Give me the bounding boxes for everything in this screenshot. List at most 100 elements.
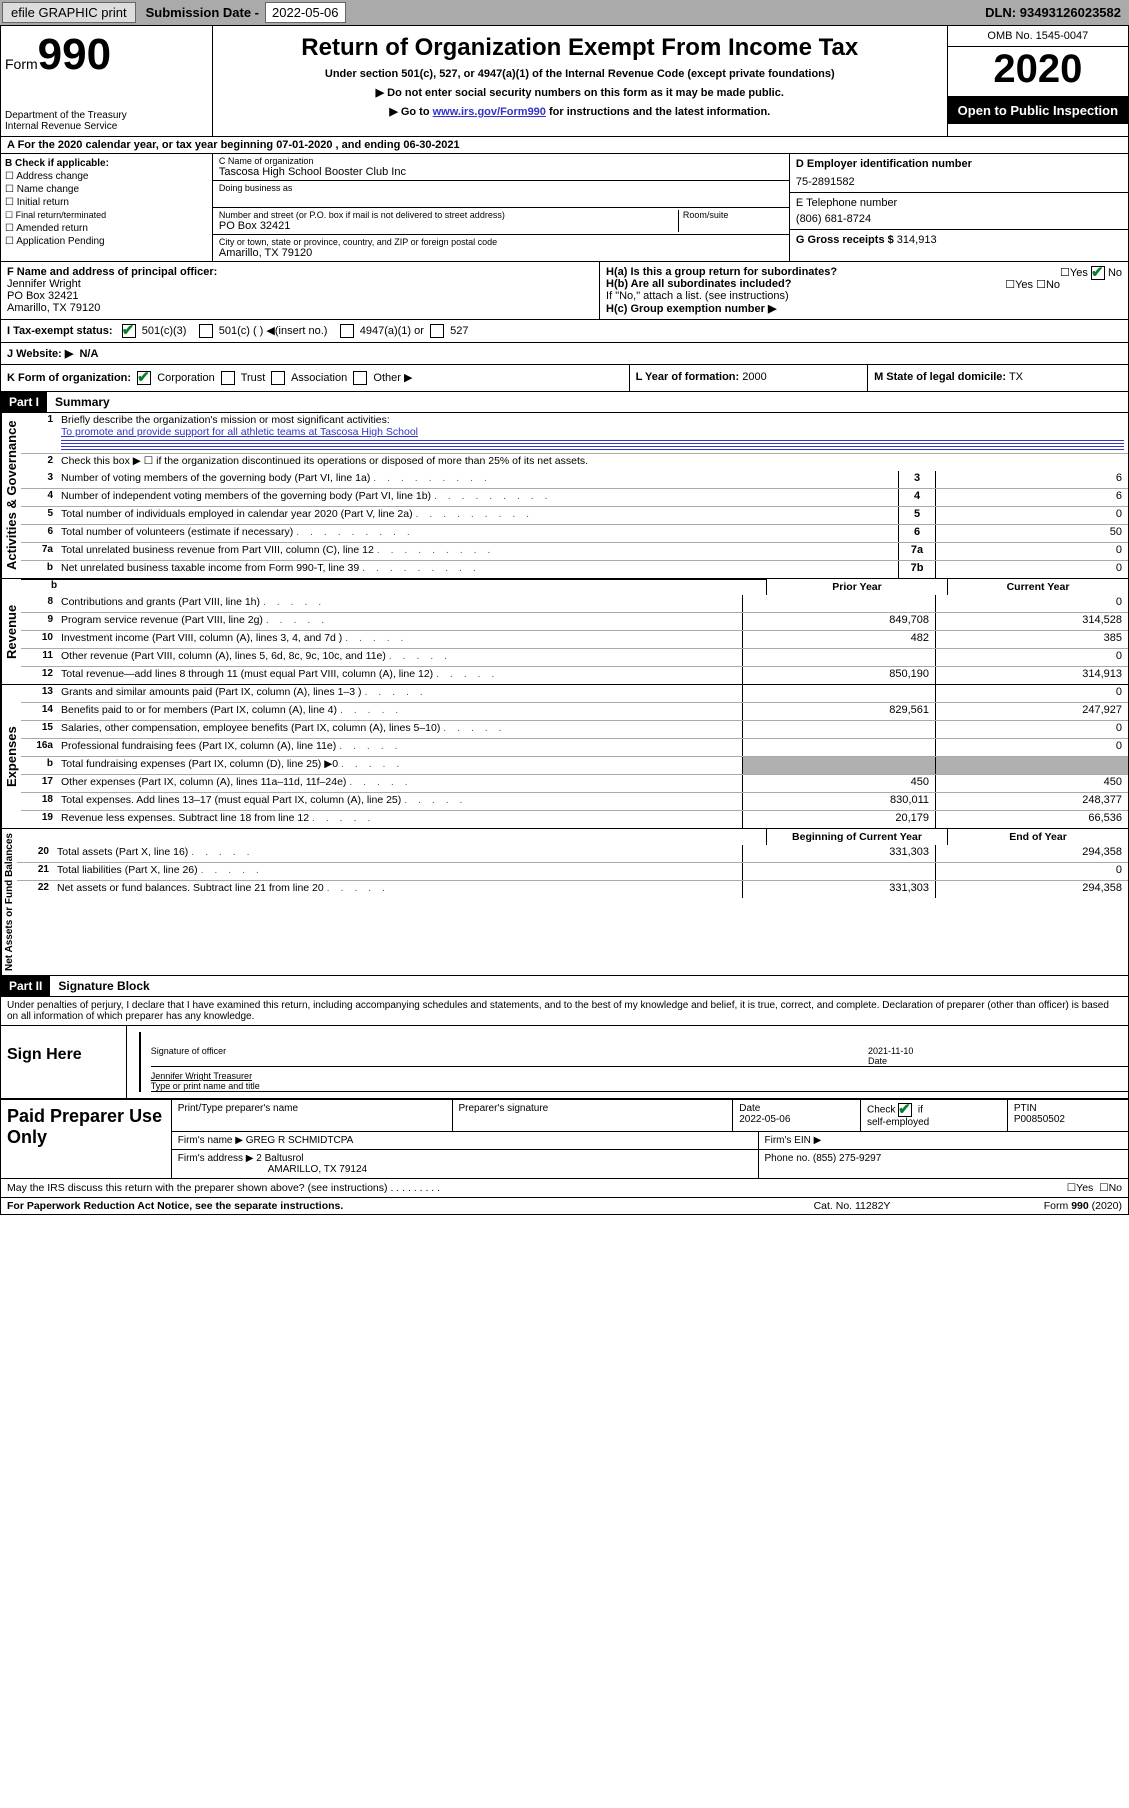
dba-cell: Doing business as (213, 181, 789, 208)
row-tax-status: I Tax-exempt status: 501(c)(3) 501(c) ( … (1, 320, 1128, 343)
ck-assoc[interactable] (271, 371, 285, 385)
ck-app-pending[interactable]: ☐ Application Pending (5, 236, 208, 247)
website-value: N/A (79, 348, 98, 360)
line-22: 22 Net assets or fund balances. Subtract… (17, 880, 1128, 898)
ck-address-change[interactable]: ☐ Address change (5, 171, 208, 182)
ck-527[interactable] (430, 324, 444, 338)
line-18: 18 Total expenses. Add lines 13–17 (must… (21, 792, 1128, 810)
paid-preparer-block: Paid Preparer Use Only Print/Type prepar… (1, 1099, 1128, 1179)
form-container: Form990 Department of the Treasury Inter… (0, 25, 1129, 1215)
col-begin-year: Beginning of Current Year (766, 829, 947, 845)
year-formation: L Year of formation: 2000 (630, 365, 868, 391)
prep-date: Date2022-05-06 (733, 1100, 861, 1131)
efile-btn[interactable]: efile GRAPHIC print (2, 2, 136, 23)
line-19: 19 Revenue less expenses. Subtract line … (21, 810, 1128, 828)
hb-row: H(b) Are all subordinates included? ☐Yes… (606, 278, 1122, 290)
paid-preparer-label: Paid Preparer Use Only (1, 1100, 172, 1178)
org-name: Tascosa High School Booster Club Inc (219, 166, 783, 178)
ck-name-change[interactable]: ☐ Name change (5, 184, 208, 195)
line-9: 9 Program service revenue (Part VIII, li… (21, 612, 1128, 630)
row-k: K Form of organization: Corporation Trus… (1, 365, 1128, 392)
subtitle-1: Under section 501(c), 527, or 4947(a)(1)… (221, 68, 939, 80)
ck-amended[interactable]: ☐ Amended return (5, 223, 208, 234)
page-footer: For Paperwork Reduction Act Notice, see … (1, 1198, 1128, 1214)
line-15: 15 Salaries, other compensation, employe… (21, 720, 1128, 738)
summary-line-3: 3 Number of voting members of the govern… (21, 471, 1128, 488)
firm-name: Firm's name ▶ GREG R SCHMIDTCPA (172, 1132, 759, 1149)
gross-cell: G Gross receipts $ 314,913 (790, 230, 1128, 250)
org-name-cell: C Name of organization Tascosa High Scho… (213, 154, 789, 181)
line-16a: 16a Professional fundraising fees (Part … (21, 738, 1128, 756)
summary-line-7b: b Net unrelated business taxable income … (21, 560, 1128, 578)
gross-value: 314,913 (897, 234, 937, 246)
open-public: Open to Public Inspection (948, 97, 1128, 124)
line-17: 17 Other expenses (Part IX, column (A), … (21, 774, 1128, 792)
sig-date: 2021-11-10 (868, 1046, 913, 1056)
block-b: B Check if applicable: ☐ Address change … (1, 154, 213, 261)
block-d: D Employer identification number 75-2891… (790, 154, 1128, 261)
row-a-tax-year: A For the 2020 calendar year, or tax yea… (1, 137, 1128, 154)
col-current-year: Current Year (947, 579, 1128, 595)
prep-sig: Preparer's signature (453, 1100, 734, 1131)
firm-addr: Firm's address ▶ 2 BaltusrolAMARILLO, TX… (172, 1150, 759, 1178)
footer-paperwork: For Paperwork Reduction Act Notice, see … (7, 1200, 762, 1212)
dln: DLN: 93493126023582 (985, 5, 1127, 20)
line-20: 20 Total assets (Part X, line 16) . . . … (17, 845, 1128, 862)
subtitle-3: ▶ Go to www.irs.gov/Form990 for instruct… (221, 105, 939, 118)
tel-value: (806) 681-8724 (796, 213, 1122, 225)
vlabel-governance: Activities & Governance (1, 413, 21, 578)
mission-text: To promote and provide support for all a… (61, 426, 418, 438)
penalties-text: Under penalties of perjury, I declare th… (1, 996, 1128, 1025)
state-domicile: M State of legal domicile: TX (868, 365, 1128, 391)
block-c: C Name of organization Tascosa High Scho… (213, 154, 790, 261)
addr-cell: Number and street (or P.O. box if mail i… (213, 208, 789, 235)
hb-note: If "No," attach a list. (see instruction… (606, 290, 1122, 302)
firm-ein: Firm's EIN ▶ (759, 1132, 1129, 1149)
ein-cell: D Employer identification number 75-2891… (790, 154, 1128, 193)
omb-number: OMB No. 1545-0047 (948, 26, 1128, 47)
line-13: 13 Grants and similar amounts paid (Part… (21, 685, 1128, 702)
summary-line-4: 4 Number of independent voting members o… (21, 488, 1128, 506)
form990-link[interactable]: www.irs.gov/Form990 (433, 106, 546, 118)
tel-cell: E Telephone number (806) 681-8724 (790, 193, 1128, 230)
tax-year: 2020 (948, 47, 1128, 97)
header-mid: Return of Organization Exempt From Incom… (213, 26, 948, 136)
block-h: H(a) Is this a group return for subordin… (600, 262, 1128, 319)
footer-cat: Cat. No. 11282Y (762, 1200, 942, 1212)
ck-corp[interactable] (137, 371, 151, 385)
org-city: Amarillo, TX 79120 (219, 247, 783, 259)
prep-name: Print/Type preparer's name (172, 1100, 453, 1131)
ck-501c[interactable] (199, 324, 213, 338)
row-website: J Website: ▶ N/A (1, 343, 1128, 365)
prep-self-emp: Check ifself-employed (861, 1100, 1008, 1131)
line-12: 12 Total revenue—add lines 8 through 11 … (21, 666, 1128, 684)
firm-phone: Phone no. (855) 275-9297 (759, 1150, 1129, 1178)
form-header: Form990 Department of the Treasury Inter… (1, 26, 1128, 137)
line1-mission: Briefly describe the organization's miss… (57, 413, 1128, 453)
sig-officer-lbl: Signature of officer (151, 1046, 868, 1066)
line-b: b Total fundraising expenses (Part IX, c… (21, 756, 1128, 774)
ck-501c3[interactable] (122, 324, 136, 338)
ck-initial-return[interactable]: ☐ Initial return (5, 197, 208, 208)
summary-line-6: 6 Total number of volunteers (estimate i… (21, 524, 1128, 542)
sub-date: 2022-05-06 (265, 2, 346, 23)
sub-date-label: Submission Date - (146, 5, 259, 20)
sign-here-block: Sign Here Signature of officer 2021-11-1… (1, 1025, 1128, 1099)
org-address: PO Box 32421 (219, 220, 678, 232)
ck-self-emp[interactable] (898, 1103, 912, 1117)
section-revenue: Revenue b Prior Year Current Year 8 Cont… (1, 579, 1128, 685)
officer-name: Jennifer Wright (7, 278, 81, 290)
top-bar: efile GRAPHIC print Submission Date - 20… (0, 0, 1129, 25)
hc-row: H(c) Group exemption number ▶ (606, 302, 1122, 315)
city-cell: City or town, state or province, country… (213, 235, 789, 261)
ck-final-return[interactable]: ☐ Final return/terminated (5, 210, 208, 221)
ck-trust[interactable] (221, 371, 235, 385)
vlabel-expenses: Expenses (1, 685, 21, 828)
ck-other[interactable] (353, 371, 367, 385)
ha-no-check[interactable] (1091, 266, 1105, 280)
ck-4947[interactable] (340, 324, 354, 338)
sig-name: Jennifer Wright Treasurer (151, 1071, 252, 1081)
summary-line-7a: 7a Total unrelated business revenue from… (21, 542, 1128, 560)
officer-addr1: PO Box 32421 (7, 290, 79, 302)
room-suite-lbl: Room/suite (683, 210, 783, 220)
